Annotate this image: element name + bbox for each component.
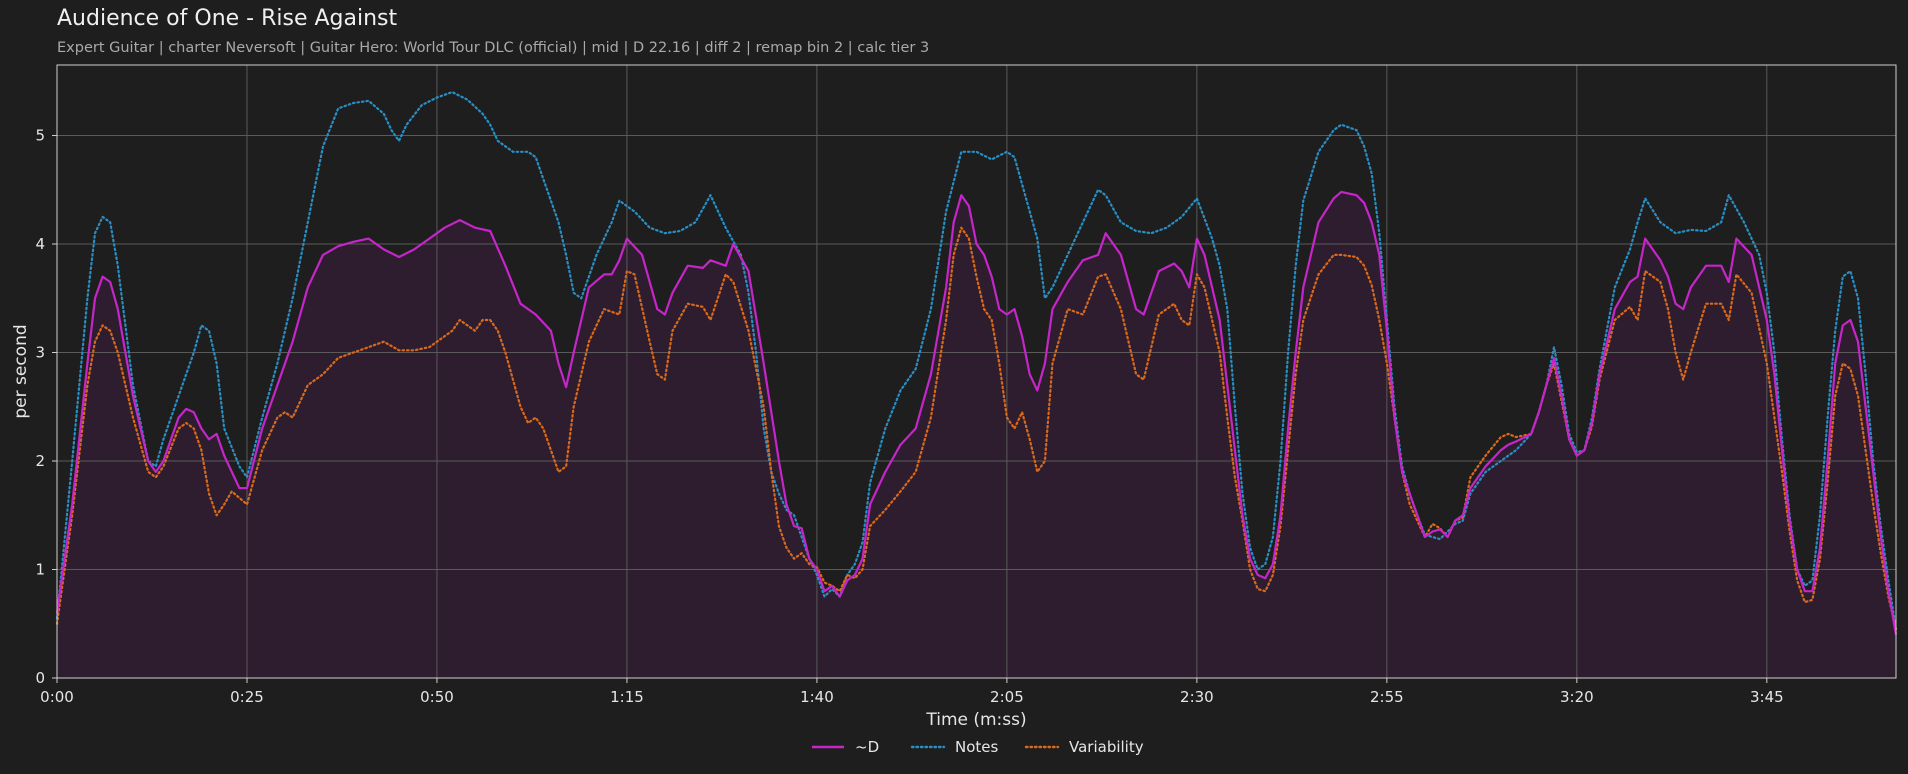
legend: ~D Notes Variability [812, 738, 1144, 756]
x-tick-label: 0:50 [420, 688, 454, 706]
x-tick-label: 1:15 [610, 688, 644, 706]
y-tick-label: 1 [35, 561, 45, 579]
legend-label-0: ~D [855, 738, 879, 756]
y-tick-label: 5 [35, 127, 45, 145]
y-axis: 0 1 2 3 4 5 [35, 127, 57, 687]
x-tick-label: 2:05 [990, 688, 1024, 706]
legend-label-1: Notes [955, 738, 999, 756]
series-line-0 [55, 190, 1898, 635]
legend-label-2: Variability [1069, 738, 1144, 756]
series-line-2 [55, 226, 1898, 631]
x-tick-label: 1:40 [800, 688, 834, 706]
x-tick-label: 2:55 [1370, 688, 1404, 706]
x-tick-label: 0:25 [230, 688, 264, 706]
y-tick-label: 3 [35, 344, 45, 362]
x-tick-label: 2:30 [1180, 688, 1214, 706]
chart-subtitle: Expert Guitar | charter Neversoft | Guit… [57, 40, 930, 56]
x-tick-label: 3:45 [1750, 688, 1784, 706]
area-layer [57, 191, 1896, 678]
y-axis-label: per second [11, 324, 31, 418]
y-tick-label: 0 [35, 669, 45, 687]
series-layer [55, 91, 1898, 635]
y-tick-label: 4 [35, 235, 45, 253]
y-tick-label: 2 [35, 452, 45, 470]
series-area-0 [57, 191, 1896, 678]
series-line-1 [55, 91, 1898, 631]
x-tick-label: 0:00 [40, 688, 74, 706]
grid-layer [57, 65, 1896, 678]
x-axis-label: Time (m:ss) [925, 710, 1026, 730]
x-axis: 0:00 0:25 0:50 1:15 1:40 2:05 2:30 2:55 3:20 3:45 [40, 678, 1784, 706]
plot-frame [56, 64, 1897, 679]
x-tick-label: 3:20 [1560, 688, 1594, 706]
chart-title: Audience of One - Rise Against [57, 6, 398, 31]
